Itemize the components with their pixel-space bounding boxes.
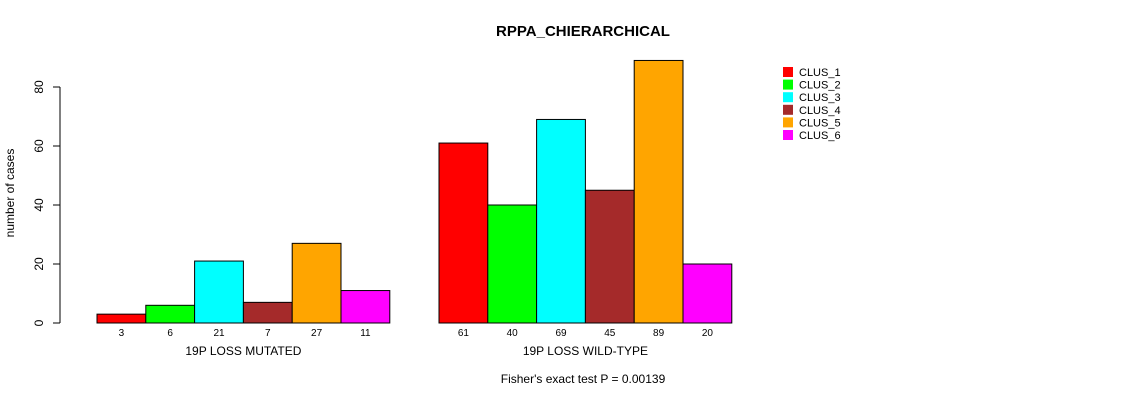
bar-count-label: 20 [702,328,714,339]
bar-clus-1-group-2 [438,142,489,324]
bar-count-label: 3 [119,328,125,339]
bar-clus-5-group-1 [291,242,342,324]
bar-count-label: 7 [265,328,271,339]
bar-clus-3-group-1 [194,260,244,324]
legend-swatch-clus-3 [783,92,793,103]
y-axis: 0 20 40 60 80 [32,80,61,326]
chart-title: RPPA_CHIERARCHICAL [496,23,670,40]
bar-clus-3-group-2 [536,118,586,324]
bars [96,59,733,324]
y-axis-label: number of cases [3,149,17,238]
group-labels: 19P LOSS MUTATED 19P LOSS WILD-TYPE [185,344,648,358]
legend-label: CLUS_6 [799,130,841,142]
bar-clus-5-group-2 [633,59,684,324]
bar-clus-4-group-2 [584,189,635,324]
bar-count-label: 21 [213,328,225,339]
y-tick-label: 40 [32,198,46,212]
fisher-test-footer: Fisher's exact test P = 0.00139 [501,372,666,386]
legend-label: CLUS_2 [799,80,841,92]
legend-label: CLUS_5 [799,117,841,129]
bar-clus-4-group-1 [242,301,293,324]
bar-clus-6-group-1 [340,290,391,324]
legend-label: CLUS_1 [799,67,841,79]
legend-label: CLUS_4 [799,105,841,117]
bar-count-label: 89 [653,328,665,339]
bar-clus-6-group-2 [682,263,733,324]
group-label: 19P LOSS MUTATED [185,344,301,358]
legend-swatch-clus-2 [783,79,793,90]
y-tick-label: 60 [32,139,46,153]
bar-count-label: 40 [507,328,519,339]
bar-clus-2-group-2 [487,204,538,324]
legend-swatch-clus-5 [783,117,793,128]
bar-count-labels: 3 6 21 7 27 11 61 40 69 45 89 20 [119,328,714,339]
bar-clus-2-group-1 [145,304,196,324]
group-label: 19P LOSS WILD-TYPE [523,344,648,358]
legend-label: CLUS_3 [799,92,841,104]
legend-swatch-clus-6 [783,130,793,140]
y-tick-label: 0 [32,319,46,326]
y-tick-label: 80 [32,80,46,94]
bar-count-label: 61 [458,328,470,339]
bar-count-label: 45 [604,328,616,339]
y-tick-label: 20 [32,257,46,271]
bar-clus-1-group-1 [96,313,147,324]
bar-count-label: 27 [311,328,323,339]
bar-count-label: 69 [555,328,567,339]
bar-count-label: 11 [360,328,371,339]
legend-swatch-clus-4 [783,104,793,115]
bar-count-label: 6 [167,328,173,339]
legend-swatch-clus-1 [783,67,793,77]
